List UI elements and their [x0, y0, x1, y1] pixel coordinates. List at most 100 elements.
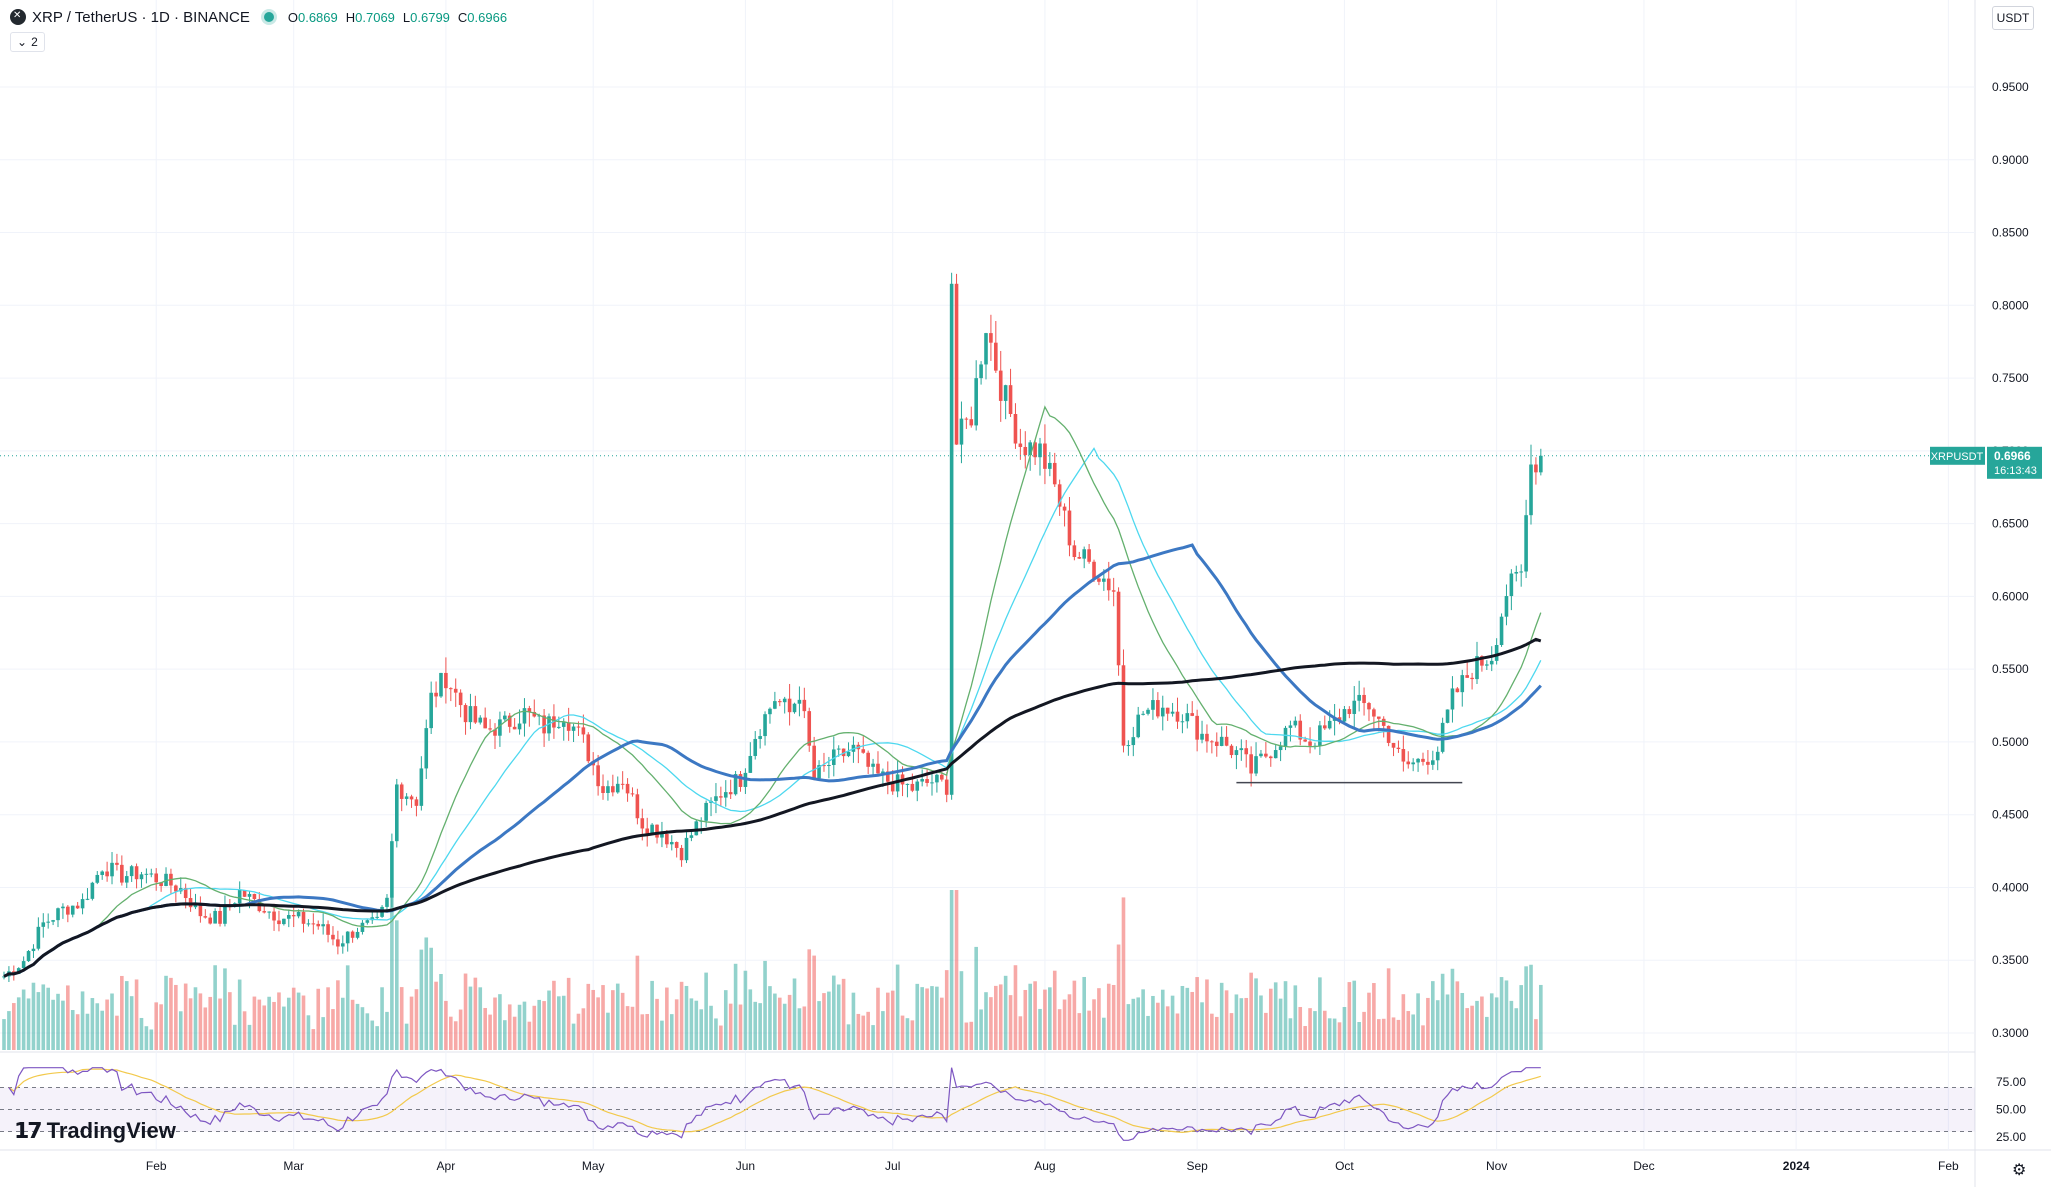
- candle: [596, 765, 600, 787]
- volume-bar: [301, 995, 306, 1050]
- indicators-toggle-button[interactable]: ⌄ 2: [10, 32, 45, 52]
- rsi-tick-label: 50.00: [1996, 1103, 2026, 1117]
- volume-bar: [802, 1006, 807, 1050]
- volume-bar: [984, 992, 988, 1050]
- candle: [625, 783, 630, 794]
- volume-bar: [498, 994, 502, 1050]
- tradingview-logo[interactable]: 𝟭𝟳 TradingView: [14, 1118, 176, 1144]
- candle: [424, 728, 429, 769]
- volume-bar: [586, 983, 591, 1050]
- volume-bar: [969, 1021, 974, 1050]
- candle: [154, 873, 159, 883]
- candle: [831, 749, 836, 765]
- volume-bar: [797, 1008, 802, 1050]
- price-label: 0.6966: [1994, 449, 2031, 463]
- rsi-tick-label: 25.00: [1996, 1130, 2026, 1144]
- volume-bar: [463, 973, 468, 1050]
- candle: [31, 948, 36, 952]
- volume-bar: [503, 1020, 507, 1050]
- candle: [1278, 746, 1283, 751]
- candle: [1126, 745, 1131, 747]
- volume-bar: [866, 1011, 870, 1050]
- symbol-title[interactable]: XRP / TetherUS · 1D · BINANCE: [32, 8, 250, 26]
- candle: [836, 748, 841, 750]
- candle: [522, 708, 527, 724]
- volume-bar: [1519, 985, 1523, 1050]
- volume-bar: [409, 996, 414, 1050]
- volume-bar: [124, 981, 129, 1050]
- candle: [768, 708, 772, 715]
- candle: [1509, 573, 1514, 597]
- candle: [998, 370, 1003, 401]
- volume-bar: [1435, 1000, 1440, 1050]
- volume-bar: [1190, 991, 1195, 1050]
- volume-bar: [1244, 997, 1249, 1050]
- candle: [1062, 506, 1067, 511]
- candle: [213, 910, 217, 924]
- candle: [684, 837, 689, 861]
- candle: [164, 873, 168, 887]
- candle: [1165, 707, 1170, 714]
- gear-icon[interactable]: ⚙: [2012, 1162, 2027, 1179]
- volume-bar: [699, 1009, 704, 1050]
- candle: [336, 939, 340, 947]
- volume-bar: [876, 987, 880, 1050]
- volume-bar: [198, 993, 203, 1050]
- candle: [1264, 753, 1268, 757]
- candle: [679, 847, 684, 861]
- ohlc-high: H0.7069: [345, 9, 395, 25]
- candle: [566, 722, 571, 731]
- candle: [881, 771, 885, 774]
- volume-bar: [178, 1011, 183, 1050]
- volume-bar: [1003, 975, 1008, 1050]
- volume-bar: [1396, 1019, 1401, 1050]
- volume-bar: [1268, 988, 1273, 1050]
- volume-bar: [743, 970, 748, 1050]
- volume-bar: [733, 963, 738, 1050]
- candle: [1524, 515, 1528, 572]
- candle: [763, 714, 767, 737]
- volume-bar: [31, 982, 36, 1050]
- volume-bar: [660, 1020, 664, 1050]
- volume-bar: [645, 1014, 650, 1050]
- candle: [36, 926, 41, 949]
- symbol-label-bg: [1930, 446, 1985, 465]
- candle: [1195, 715, 1199, 740]
- volume-bar: [773, 993, 777, 1050]
- candle: [1008, 385, 1013, 415]
- volume-bar: [763, 960, 767, 1050]
- volume-bar: [1102, 1017, 1106, 1050]
- volume-bar: [841, 978, 846, 1050]
- candle: [719, 796, 723, 798]
- candle: [635, 794, 640, 819]
- volume-bar: [1229, 1013, 1234, 1050]
- volume-bar: [1460, 993, 1465, 1050]
- currency-button[interactable]: USDT: [1992, 6, 2034, 30]
- candle: [242, 890, 247, 897]
- candle: [1431, 760, 1435, 765]
- candle: [1406, 761, 1411, 765]
- volume-bar: [385, 1011, 389, 1050]
- volume-bar: [674, 999, 679, 1050]
- volume-bar: [630, 1006, 635, 1050]
- x-tick-label: Feb: [1938, 1159, 1959, 1173]
- volume-bar: [1381, 1018, 1386, 1050]
- volume-bar: [620, 992, 625, 1050]
- candle: [198, 902, 203, 917]
- candle: [468, 706, 473, 723]
- candle: [920, 779, 924, 782]
- indicator-count: 2: [31, 35, 38, 49]
- volume-bar: [507, 1004, 512, 1050]
- volume-bar: [1126, 1004, 1131, 1050]
- volume-bar: [679, 981, 684, 1050]
- candle: [311, 923, 316, 925]
- candle: [723, 792, 728, 798]
- candle: [915, 781, 920, 791]
- candle: [1214, 741, 1219, 746]
- candle: [355, 931, 360, 938]
- volume-bar: [120, 975, 124, 1050]
- volume-bar: [399, 987, 404, 1050]
- volume-bar: [694, 1000, 699, 1050]
